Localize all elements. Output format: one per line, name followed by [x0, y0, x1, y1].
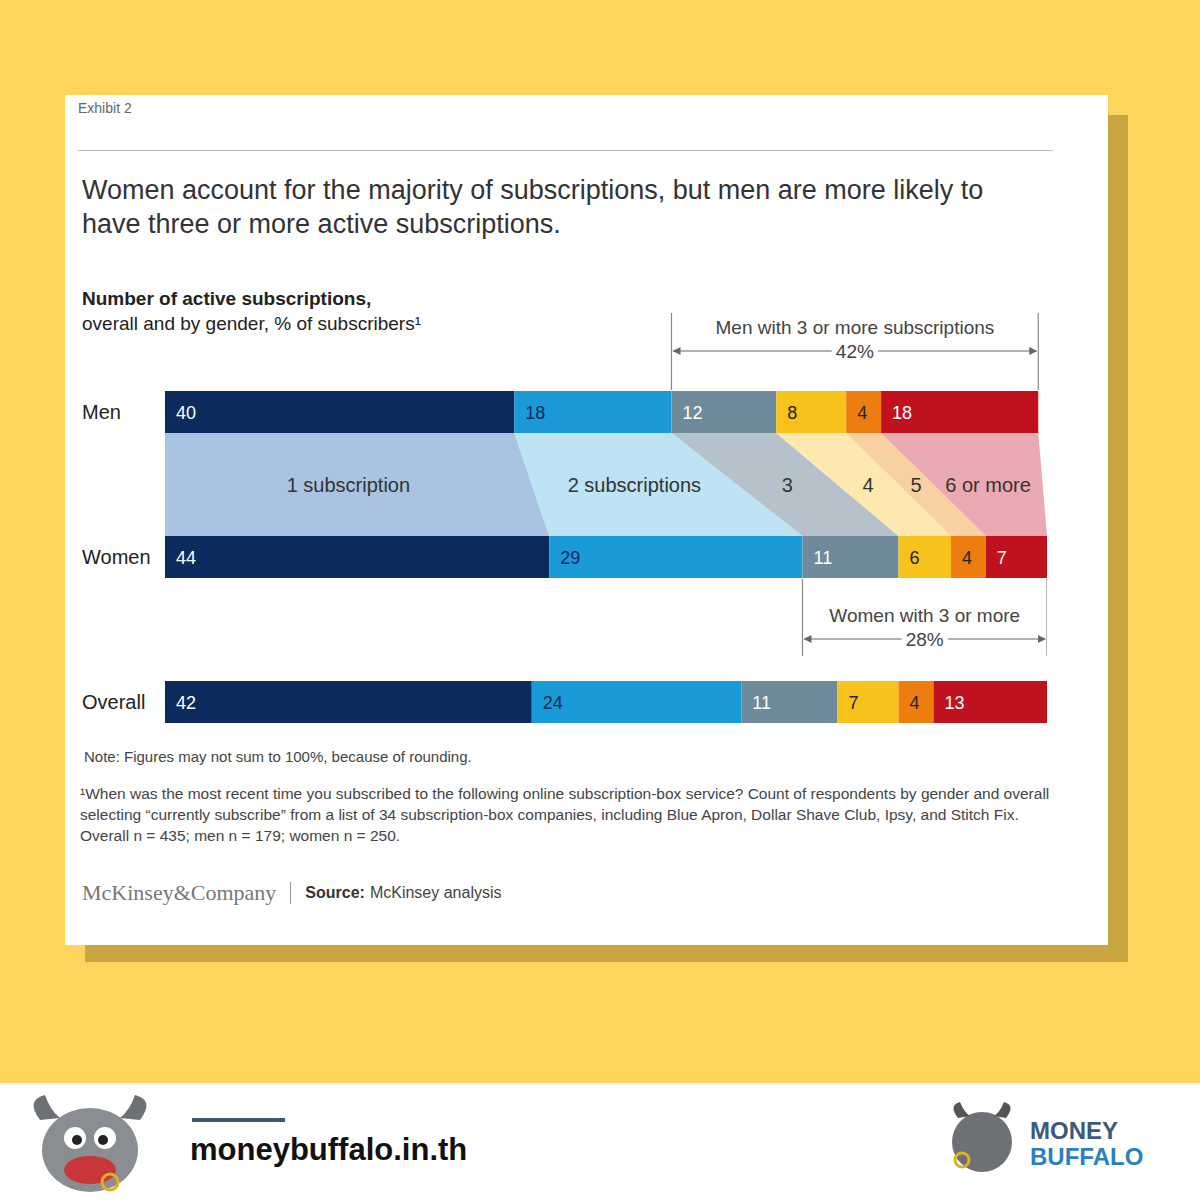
- svg-text:42: 42: [176, 693, 196, 713]
- svg-text:8: 8: [787, 403, 797, 423]
- svg-text:24: 24: [543, 693, 563, 713]
- svg-text:42%: 42%: [836, 341, 874, 362]
- svg-text:40: 40: [176, 403, 196, 423]
- svg-text:44: 44: [176, 548, 196, 568]
- svg-text:18: 18: [892, 403, 912, 423]
- svg-text:6: 6: [910, 548, 920, 568]
- svg-text:28%: 28%: [906, 629, 944, 650]
- svg-text:11: 11: [813, 548, 832, 568]
- svg-text:5: 5: [910, 474, 921, 496]
- svg-text:7: 7: [997, 548, 1007, 568]
- svg-text:1 subscription: 1 subscription: [287, 474, 410, 496]
- html-text:Women account for the majority: Women account for the majority of subscr…: [82, 175, 984, 239]
- html-text:¹When was the most recent time: ¹When was the most recent time you subsc…: [80, 785, 1050, 844]
- svg-text:13: 13: [944, 693, 964, 713]
- svg-text:18: 18: [525, 403, 545, 423]
- html-text:Source: McKinsey analysis: Source: McKinsey analysis: [305, 884, 502, 901]
- svg-text:11: 11: [752, 693, 771, 713]
- svg-text:Women with 3 or more: Women with 3 or more: [829, 605, 1020, 626]
- svg-text:29: 29: [560, 548, 580, 568]
- svg-text:4: 4: [857, 403, 867, 423]
- svg-text:4: 4: [862, 474, 873, 496]
- svg-text:2 subscriptions: 2 subscriptions: [568, 474, 701, 496]
- svg-text:12: 12: [682, 403, 702, 423]
- html-text:moneybuffalo.in.th: moneybuffalo.in.th: [190, 1132, 468, 1167]
- svg-text:Overall: Overall: [82, 691, 145, 713]
- html-text:MONEY: MONEY: [1030, 1117, 1118, 1144]
- html-text:Number of active subscriptions: Number of active subscriptions,: [82, 288, 372, 309]
- html-text:Exhibit 2: Exhibit 2: [78, 100, 132, 116]
- svg-text:Women: Women: [82, 546, 151, 568]
- html-text:Note: Figures may not sum to 1: Note: Figures may not sum to 100%, becau…: [84, 748, 472, 765]
- svg-text:6 or more: 6 or more: [945, 474, 1031, 496]
- svg-text:Men with 3 or more subscriptio: Men with 3 or more subscriptions: [715, 317, 994, 338]
- html-text:BUFFALO: BUFFALO: [1030, 1143, 1144, 1170]
- svg-text:3: 3: [782, 474, 793, 496]
- svg-text:Men: Men: [82, 401, 121, 423]
- html-text:overall and by gender, % of su: overall and by gender, % of subscribers¹: [82, 313, 421, 334]
- html-text:McKinsey&Company: McKinsey&Company: [82, 880, 277, 905]
- svg-text:4: 4: [910, 693, 920, 713]
- svg-text:4: 4: [962, 548, 972, 568]
- svg-text:7: 7: [848, 693, 858, 713]
